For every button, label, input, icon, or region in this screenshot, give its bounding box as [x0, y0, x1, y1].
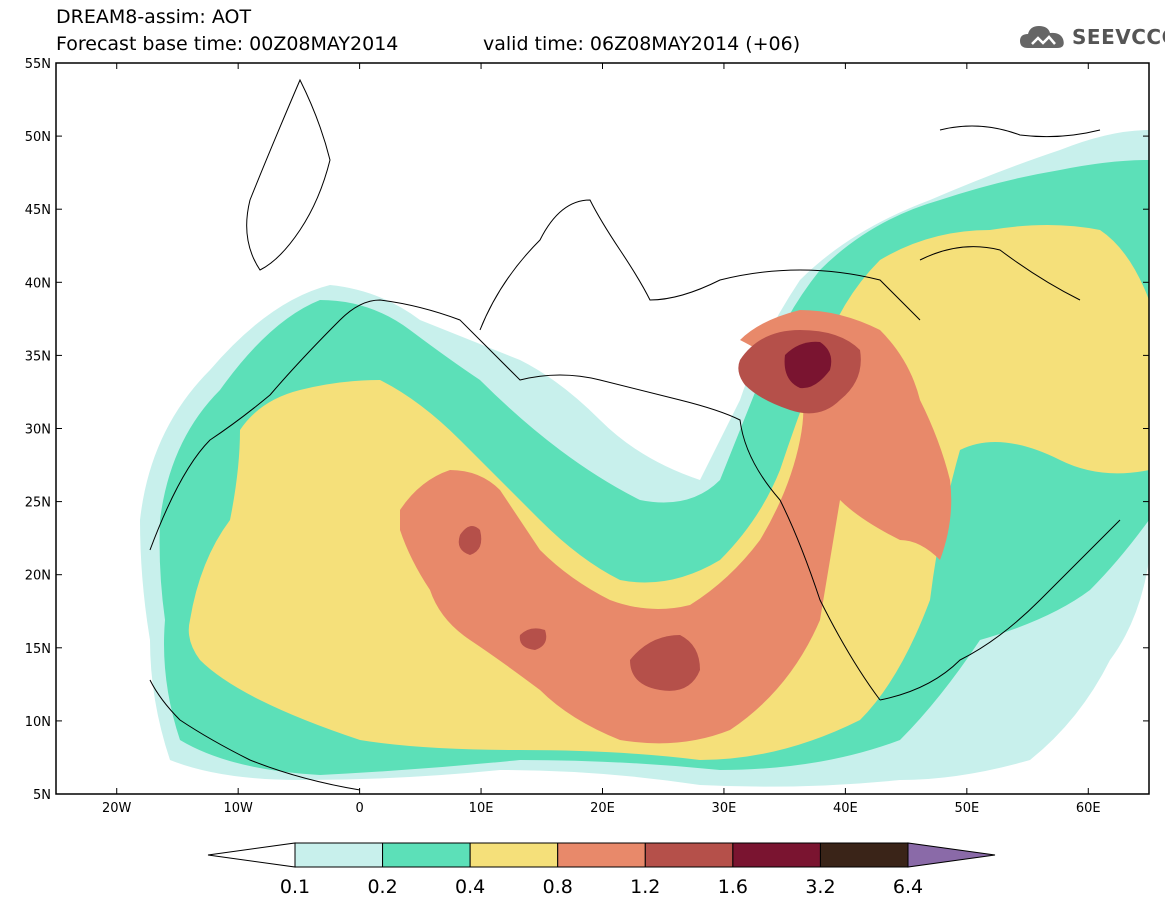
lat-label: 30N	[25, 423, 51, 438]
lon-label: 60E	[1076, 801, 1101, 816]
legend-label: 1.2	[630, 876, 660, 898]
lat-label: 45N	[25, 203, 51, 218]
legend-underflow-triangle	[207, 842, 296, 868]
legend-color-box	[644, 842, 734, 868]
lat-label: 15N	[25, 642, 51, 657]
legend-color-box	[382, 842, 471, 868]
valid-time: valid time: 06Z08MAY2014 (+06)	[483, 33, 801, 55]
legend-label: 0.2	[367, 876, 397, 898]
legend-color-box	[819, 842, 909, 868]
lat-label: 55N	[25, 57, 51, 72]
lon-label: 30E	[712, 801, 737, 816]
lat-label: 40N	[25, 276, 51, 291]
lat-label: 35N	[25, 349, 51, 364]
aot-band-1.2c	[519, 628, 547, 650]
legend-label: 0.1	[280, 876, 310, 898]
lat-label: 5N	[33, 788, 51, 803]
lat-label: 10N	[25, 715, 51, 730]
aot-band-0.4	[188, 225, 1149, 760]
legend-overflow-triangle	[907, 842, 996, 868]
lon-label: 40E	[833, 801, 858, 816]
lon-label: 20W	[102, 801, 132, 816]
coastlines	[149, 78, 1121, 791]
forecast-base-time: Forecast base time: 00Z08MAY2014	[56, 33, 399, 55]
legend-color-box	[294, 842, 384, 868]
legend-color-box	[469, 842, 559, 868]
legend-label: 6.4	[893, 876, 923, 898]
seevccc-logo: SEEVCCC	[1018, 20, 1165, 54]
lat-label: 25N	[25, 496, 51, 511]
axis-ticks	[56, 62, 1149, 795]
lon-label: 10E	[469, 801, 494, 816]
aot-band-1.6	[784, 341, 832, 389]
lon-label: 10W	[223, 801, 253, 816]
legend-boxes	[207, 842, 996, 868]
longitude-labels: 20W 10W 0 10E 20E 30E 40E 50E 60E	[102, 801, 1101, 816]
latitude-labels: 5N 10N 15N 20N 25N 30N 35N 40N 45N 50N 55N	[25, 57, 51, 803]
legend-label: 1.6	[718, 876, 748, 898]
legend-labels: 0.1 0.2 0.4 0.8 1.2 1.6 3.2 6.4	[280, 876, 923, 898]
map-title: DREAM8-assim: AOT	[56, 6, 252, 28]
lat-label: 50N	[25, 130, 51, 145]
lat-label: 20N	[25, 569, 51, 584]
logo-text: SEEVCCC	[1072, 25, 1165, 49]
aot-contours	[140, 130, 1149, 787]
legend-color-box	[557, 842, 646, 868]
legend-label: 0.8	[543, 876, 573, 898]
aot-band-1.2b	[458, 526, 482, 555]
legend-label: 0.4	[455, 876, 485, 898]
cloud-icon	[1020, 26, 1064, 48]
legend-label: 3.2	[805, 876, 835, 898]
aot-band-1.2	[630, 635, 700, 691]
lon-label: 20E	[590, 801, 615, 816]
lon-label: 50E	[954, 801, 979, 816]
lon-label: 0	[355, 801, 363, 816]
legend-color-box	[732, 842, 821, 868]
